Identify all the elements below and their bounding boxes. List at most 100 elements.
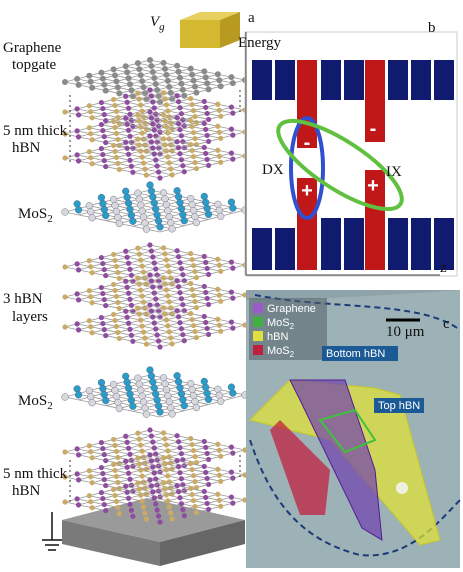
atom [102, 87, 109, 94]
atom [124, 284, 130, 290]
atom [201, 438, 207, 445]
atom [192, 113, 198, 120]
atom [140, 299, 147, 305]
spacer-lines [69, 90, 241, 505]
atomic-layer [62, 242, 248, 290]
atom [204, 210, 213, 219]
atom [139, 154, 145, 160]
atom [162, 386, 171, 394]
atom [100, 495, 106, 502]
atom [204, 110, 210, 117]
atom [205, 331, 212, 338]
atom [147, 57, 153, 63]
atom [138, 442, 144, 448]
atom [136, 118, 142, 124]
atom [228, 150, 235, 156]
atom [159, 374, 168, 382]
layer-label: 5 nm thick [3, 466, 68, 482]
atom [180, 402, 188, 410]
atom [148, 248, 155, 254]
atom [103, 117, 109, 124]
atom [175, 99, 182, 105]
atom [178, 133, 185, 139]
atom [151, 75, 158, 81]
atom [140, 160, 147, 166]
atom [163, 102, 170, 108]
atom [180, 457, 186, 463]
atom [114, 84, 121, 91]
atom [162, 436, 168, 442]
atom [130, 123, 136, 129]
atom [178, 326, 185, 332]
formula-base: MoS [18, 206, 47, 222]
atom [218, 159, 224, 165]
atom [124, 145, 130, 151]
atom [86, 468, 92, 474]
atom [88, 294, 94, 300]
atom [98, 314, 105, 321]
atom [180, 117, 186, 123]
atom [138, 124, 144, 130]
atom [230, 265, 236, 271]
atom [157, 494, 163, 500]
atom [190, 107, 197, 114]
atom [177, 445, 183, 451]
atom [75, 452, 82, 458]
atom [174, 248, 180, 254]
atom [218, 453, 224, 459]
barrier-band [434, 60, 454, 100]
atom [98, 464, 105, 471]
atom [169, 341, 175, 347]
atom [166, 454, 172, 460]
atom [177, 470, 183, 476]
atom [110, 142, 117, 149]
atom [136, 142, 142, 148]
atom [181, 338, 187, 344]
atom [228, 289, 235, 295]
barrier-band [275, 60, 295, 100]
atom [147, 242, 153, 248]
atom [174, 115, 180, 121]
atom [100, 260, 106, 267]
flake-edge [249, 294, 461, 557]
atom [110, 461, 117, 468]
atom [228, 319, 235, 325]
atom [116, 510, 122, 517]
atom [73, 385, 81, 393]
atom [155, 123, 162, 129]
atom [100, 390, 108, 399]
barrier-band [275, 228, 295, 270]
atom [188, 460, 194, 467]
atom [228, 469, 235, 475]
atom [150, 99, 156, 105]
atom [136, 436, 142, 442]
atom [179, 211, 187, 219]
atom [138, 207, 146, 215]
atom [138, 392, 146, 400]
atom [85, 387, 93, 395]
atom [130, 169, 136, 175]
atom [86, 318, 92, 324]
legend-base: MoS [267, 345, 290, 357]
atom [128, 302, 135, 308]
atom [112, 124, 118, 131]
atom [215, 147, 221, 153]
atom [162, 281, 168, 287]
atom [175, 254, 182, 260]
atom [135, 480, 141, 486]
atom [126, 390, 134, 398]
atom [115, 454, 121, 461]
atom [138, 492, 144, 498]
atom [149, 69, 156, 75]
atom [123, 193, 131, 201]
legend-swatch [253, 317, 263, 327]
atom [129, 217, 137, 225]
atom [116, 90, 123, 97]
atom [205, 138, 212, 145]
atom [147, 187, 156, 195]
atom [110, 281, 117, 288]
atom [135, 136, 141, 142]
layer-label: layers [12, 309, 48, 325]
atom [216, 107, 222, 113]
atom [155, 513, 162, 519]
